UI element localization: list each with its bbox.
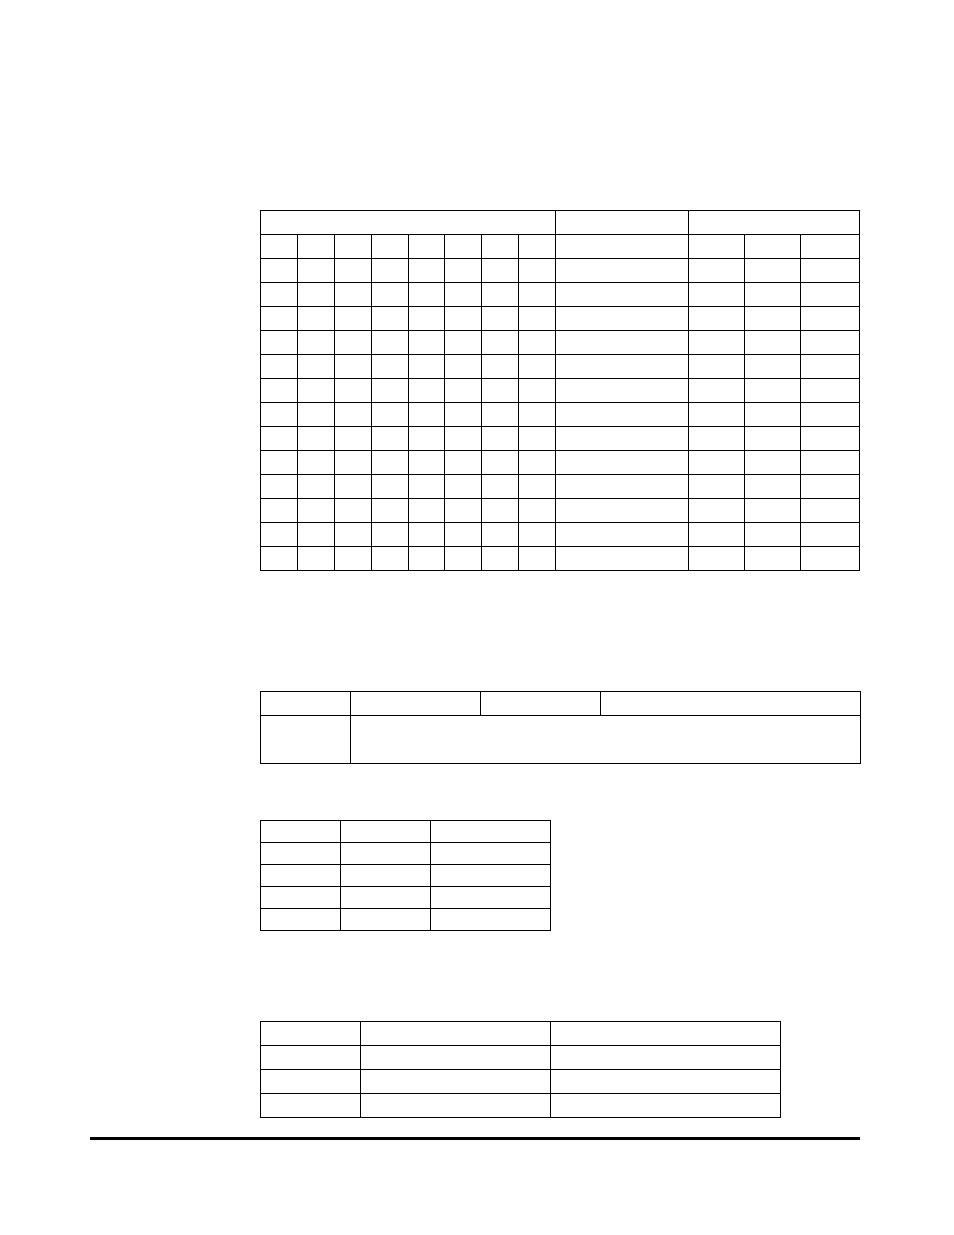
table-row bbox=[261, 331, 860, 355]
table-row bbox=[261, 909, 551, 931]
page bbox=[0, 0, 954, 1235]
table-row bbox=[261, 523, 860, 547]
table-2-row-2 bbox=[261, 716, 861, 764]
table-row bbox=[261, 355, 860, 379]
table-row bbox=[261, 1094, 781, 1118]
bottom-divider bbox=[90, 1137, 860, 1140]
table-row bbox=[261, 821, 551, 843]
table-row bbox=[261, 843, 551, 865]
table-2 bbox=[260, 691, 861, 764]
table-2-row-1 bbox=[261, 692, 861, 716]
table-1-header-span-2 bbox=[556, 211, 688, 235]
table-4 bbox=[260, 1021, 781, 1118]
table-row bbox=[261, 451, 860, 475]
table-row bbox=[261, 379, 860, 403]
table-row bbox=[261, 865, 551, 887]
table-1 bbox=[260, 210, 860, 571]
table-row bbox=[261, 307, 860, 331]
table-1-header-span-1 bbox=[261, 211, 556, 235]
table-row bbox=[261, 475, 860, 499]
content-region bbox=[260, 210, 860, 1118]
table-1-header-span-3 bbox=[688, 211, 860, 235]
table-row bbox=[261, 1070, 781, 1094]
table-row bbox=[261, 547, 860, 571]
table-row bbox=[261, 259, 860, 283]
table-row bbox=[261, 887, 551, 909]
table-row bbox=[261, 499, 860, 523]
table-row bbox=[261, 427, 860, 451]
table-1-header-row bbox=[261, 211, 860, 235]
table-row bbox=[261, 1022, 781, 1046]
table-row bbox=[261, 1046, 781, 1070]
table-row bbox=[261, 283, 860, 307]
table-row bbox=[261, 403, 860, 427]
table-row bbox=[261, 235, 860, 259]
table-3 bbox=[260, 820, 551, 931]
